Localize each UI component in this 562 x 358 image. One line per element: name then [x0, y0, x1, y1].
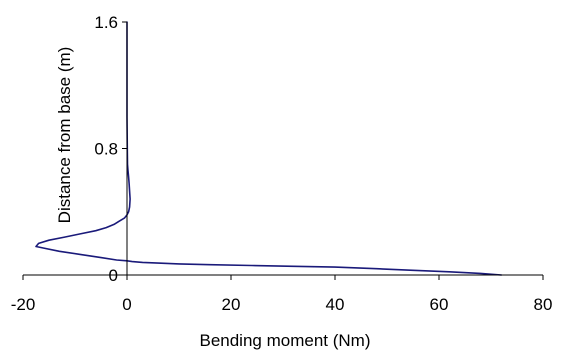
tick-labels: -20 0 20 40 60 80 0 0.8 1.6	[11, 13, 553, 314]
x-tick-label: 0	[122, 295, 131, 314]
plot-area	[35, 21, 503, 276]
x-tick-label: 80	[534, 295, 553, 314]
series-line-0	[35, 21, 503, 276]
y-axis-label: Distance from base (m)	[55, 47, 74, 224]
y-tick-label: 0.8	[94, 140, 118, 159]
x-tick-label: 40	[326, 295, 345, 314]
x-tick-label: -20	[11, 295, 36, 314]
x-axis-label: Bending moment (Nm)	[199, 331, 370, 350]
y-tick-label: 1.6	[94, 13, 118, 32]
y-tick-label: 0	[109, 266, 118, 285]
x-tick-label: 60	[430, 295, 449, 314]
x-tick-label: 20	[222, 295, 241, 314]
axes	[22, 21, 544, 280]
